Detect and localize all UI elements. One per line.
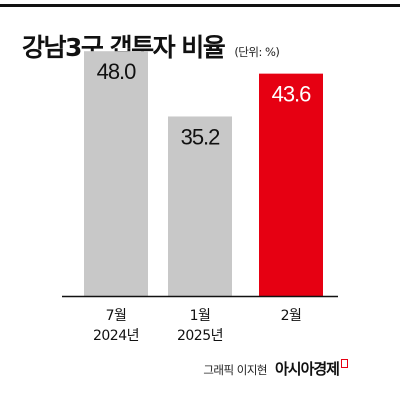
bar-1 xyxy=(84,51,148,297)
top-rule xyxy=(0,4,400,7)
bar-2 xyxy=(168,116,232,296)
graphic-credit: 그래픽 이지현 xyxy=(203,363,267,377)
category-label-1-line-2: 2024년 xyxy=(93,328,139,344)
footer: 그래픽 이지현 아시아경제 xyxy=(203,358,348,379)
publisher-mark-icon xyxy=(341,359,348,368)
bar-value-label-2: 35.2 xyxy=(181,124,221,149)
bar-3 xyxy=(259,73,323,296)
category-label-2-line-2: 2025년 xyxy=(177,328,223,344)
bar-value-label-1: 48.0 xyxy=(97,59,137,84)
unit-label: (단위: %) xyxy=(234,45,280,59)
category-label-2-line-1: 1월 xyxy=(190,308,211,324)
bar-value-label-3: 43.6 xyxy=(272,82,312,107)
category-label-3-line-1: 2월 xyxy=(281,308,302,324)
category-label-1-line-1: 7월 xyxy=(106,308,127,324)
publisher-logo: 아시아경제 xyxy=(274,360,340,378)
